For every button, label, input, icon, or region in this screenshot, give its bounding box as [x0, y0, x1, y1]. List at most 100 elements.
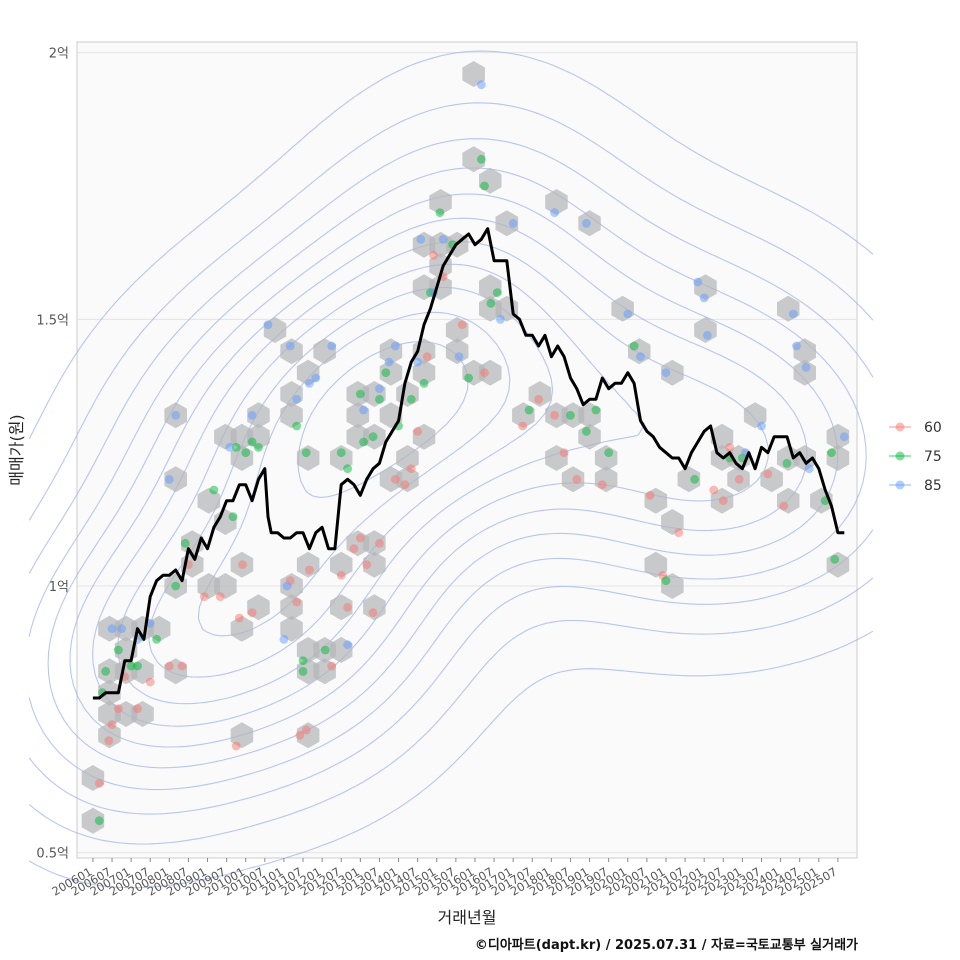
data-point-85 — [699, 293, 709, 303]
data-point-85 — [247, 410, 257, 420]
data-point-75 — [152, 634, 161, 644]
y-tick-label: 0.5억 — [36, 847, 69, 862]
data-point-85 — [164, 474, 174, 484]
data-point-85 — [413, 357, 423, 367]
y-tick-label: 1억 — [49, 580, 69, 595]
data-point-60 — [305, 565, 314, 575]
hexbin — [330, 551, 353, 578]
median-line — [92, 227, 845, 700]
source-caption: ©디아파트(dapt.kr) / 2025.07.31 / 자료=국토교통부 실… — [474, 938, 858, 953]
data-point-60 — [164, 661, 174, 671]
data-point-75 — [406, 394, 416, 404]
data-point-60 — [597, 480, 607, 490]
hexbin — [363, 530, 386, 557]
data-point-75 — [524, 405, 534, 415]
data-point-75 — [298, 666, 308, 676]
data-point-85 — [305, 378, 314, 388]
data-point-85 — [225, 442, 235, 452]
data-point-75 — [336, 448, 346, 458]
data-point-60 — [534, 394, 544, 404]
data-point-60 — [400, 480, 410, 490]
data-point-75 — [231, 442, 241, 452]
data-point-75 — [355, 389, 365, 399]
data-point-85 — [343, 640, 353, 650]
data-point-85 — [390, 341, 400, 351]
data-point-60 — [145, 677, 155, 687]
hexbin — [81, 807, 105, 834]
x-tick-label: 202507 — [794, 864, 839, 898]
data-point-75 — [343, 464, 353, 474]
data-point-60 — [301, 725, 311, 735]
x-axis-ticks: 2006012006072007012007072008012008072009… — [49, 858, 839, 899]
data-point-60 — [292, 597, 302, 607]
data-point-75 — [464, 373, 473, 383]
data-point-60 — [779, 501, 789, 511]
data-point-85 — [117, 624, 126, 634]
data-point-60 — [343, 602, 353, 612]
data-point-60 — [177, 661, 187, 671]
hexbin — [280, 615, 303, 642]
data-point-85 — [107, 624, 117, 634]
data-point-75 — [782, 458, 792, 468]
data-point-60 — [368, 608, 378, 618]
data-point-85 — [839, 432, 849, 442]
hexbin — [396, 445, 419, 471]
data-point-85 — [804, 464, 814, 474]
hexbin — [462, 146, 485, 173]
data-point-75 — [254, 442, 263, 452]
data-point-85 — [788, 309, 798, 319]
hexbin — [230, 615, 254, 642]
data-point-85 — [792, 341, 801, 351]
data-point-75 — [690, 474, 700, 484]
legend-label: 85 — [924, 478, 942, 494]
data-point-75 — [486, 298, 496, 308]
data-point-85 — [508, 218, 518, 228]
hexbin — [528, 381, 552, 407]
y-tick-label: 2억 — [49, 47, 69, 62]
legend-key-dot — [895, 422, 905, 432]
data-point-60 — [327, 661, 337, 671]
data-point-60 — [362, 560, 372, 570]
data-point-75 — [830, 554, 840, 564]
data-point-60 — [572, 474, 582, 484]
hexbin — [379, 359, 403, 386]
data-point-85 — [623, 309, 633, 319]
data-point-75 — [492, 288, 502, 298]
data-point-75 — [247, 437, 257, 447]
y-axis-title: 매매가(원) — [7, 414, 26, 485]
data-point-60 — [763, 469, 773, 479]
data-point-75 — [320, 645, 330, 655]
hexbin — [545, 189, 568, 215]
x-axis-title: 거래년월 — [438, 908, 497, 927]
data-point-60 — [734, 474, 744, 484]
data-point-60 — [238, 560, 247, 570]
data-point-75 — [476, 154, 486, 164]
data-point-85 — [702, 330, 712, 340]
density-contour — [28, 50, 874, 889]
y-tick-label: 1.5억 — [36, 313, 69, 328]
y-axis-ticks: 0.5억 1억 1.5억 2억 — [36, 47, 69, 862]
data-point-60 — [199, 592, 209, 602]
data-point-75 — [209, 485, 219, 495]
data-point-75 — [419, 378, 429, 388]
density-contour — [28, 102, 874, 845]
scatter-points — [94, 80, 849, 826]
data-point-75 — [180, 538, 190, 548]
data-point-85 — [581, 218, 591, 228]
data-point-75 — [480, 181, 489, 191]
data-point-60 — [247, 608, 257, 618]
hexbin — [793, 359, 816, 386]
data-point-75 — [435, 208, 445, 218]
data-point-85 — [311, 373, 321, 383]
hexbin — [98, 722, 121, 749]
data-point-75 — [241, 448, 251, 458]
data-point-85 — [661, 368, 671, 378]
hexbin — [661, 359, 684, 386]
data-point-60 — [349, 544, 359, 554]
hexbin — [280, 338, 303, 365]
data-point-60 — [645, 490, 655, 500]
hexbin — [677, 466, 701, 493]
data-point-85 — [476, 80, 486, 90]
data-point-85 — [263, 320, 273, 330]
